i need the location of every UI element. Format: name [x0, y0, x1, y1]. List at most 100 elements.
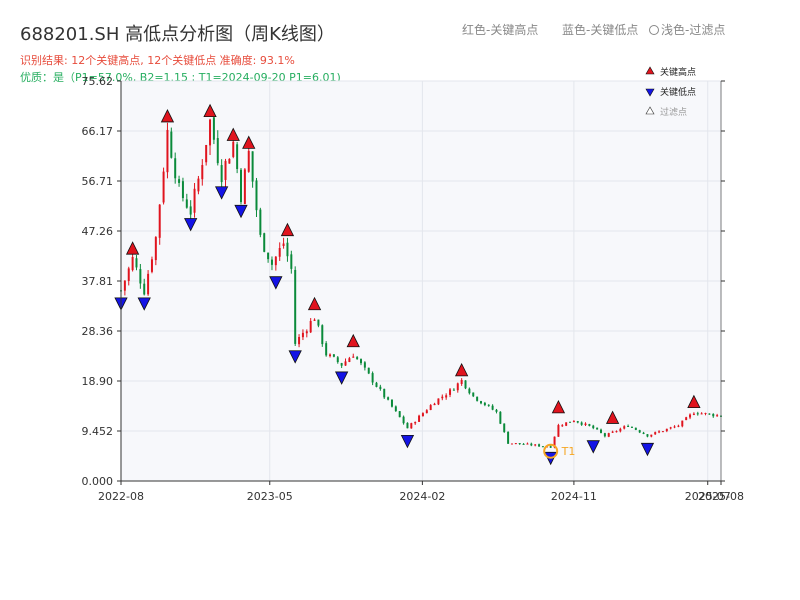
key-low-marker — [586, 440, 600, 454]
candle-body — [181, 181, 184, 199]
candle-body — [483, 402, 486, 406]
candle-body — [487, 404, 490, 406]
candle-body — [584, 423, 587, 426]
candle-body — [596, 427, 599, 430]
candle-body — [143, 283, 146, 295]
legend-high-icon — [645, 66, 655, 75]
candle-body — [410, 423, 413, 429]
candle-body — [406, 422, 409, 429]
candle-body — [402, 416, 405, 424]
candle-body — [514, 443, 517, 445]
candle-body — [661, 431, 664, 433]
markers-group: T1 — [114, 103, 701, 466]
candle-body — [472, 392, 475, 397]
candle-body — [549, 446, 552, 448]
candle-body — [615, 431, 618, 433]
t1-circle — [543, 443, 559, 459]
candle-body — [565, 422, 568, 426]
candle-body — [267, 252, 270, 260]
candle-body — [557, 425, 560, 437]
x-tick-label: 2022-08 — [98, 490, 144, 503]
candle-body — [360, 359, 362, 364]
candle-body — [623, 426, 626, 429]
hollow-circle-icon — [649, 25, 659, 35]
candle-body — [414, 422, 417, 424]
x-tick-label: 2025-07 — [685, 490, 731, 503]
candle-body — [712, 413, 715, 417]
key-high-marker — [687, 394, 701, 408]
y-tick-label: 18.90 — [82, 375, 114, 388]
candle-body — [352, 356, 355, 358]
candle-body — [530, 443, 533, 446]
candle-body — [356, 357, 359, 360]
candle-body — [561, 425, 564, 427]
candle-body — [522, 443, 525, 445]
key-high-marker — [346, 333, 360, 348]
y-tick-label: 56.71 — [82, 175, 114, 188]
legend-low-icon — [645, 88, 655, 97]
candle-body — [197, 178, 200, 192]
candle-body — [700, 413, 703, 415]
candle-body — [398, 411, 401, 418]
candle-body — [541, 446, 544, 448]
candle-body — [681, 420, 684, 427]
legend-filtered-icon — [645, 106, 655, 115]
candles-group — [120, 111, 722, 449]
legend-label: 关键高点 — [660, 66, 696, 78]
candle-body — [708, 413, 711, 415]
candle-body — [538, 444, 541, 447]
candle-body — [630, 426, 633, 428]
candle-body — [495, 409, 498, 412]
candle-body — [464, 380, 467, 389]
candle-body — [174, 158, 177, 179]
candle-body — [456, 383, 459, 391]
candle-body — [274, 256, 277, 266]
candle-body — [619, 428, 622, 432]
candle-body — [332, 354, 335, 357]
candle-body — [441, 396, 444, 399]
candle-body — [240, 169, 242, 203]
key-high-marker — [454, 362, 469, 377]
candle-body — [220, 165, 223, 183]
candle-body — [418, 415, 421, 422]
candle-body — [348, 358, 351, 363]
candle-body — [580, 422, 583, 425]
candle-body — [170, 131, 173, 158]
candle-body — [313, 319, 316, 321]
candle-body — [127, 268, 130, 281]
key-low-marker — [234, 204, 248, 219]
candle-body — [394, 406, 397, 412]
candle-body — [553, 436, 556, 448]
x-tick-label: 2024-02 — [399, 490, 445, 503]
candle-body — [286, 242, 289, 257]
candle-body — [603, 433, 606, 437]
candle-body — [379, 386, 382, 390]
candle-body — [507, 431, 510, 444]
candle-body — [665, 428, 668, 432]
candle-body — [627, 425, 630, 427]
x-tick-label: 2023-05 — [247, 490, 293, 503]
candle-body — [673, 426, 676, 428]
key-high-marker — [280, 222, 295, 237]
candle-body — [123, 280, 126, 291]
candle-body — [588, 424, 591, 426]
candle-body — [216, 138, 219, 164]
key-low-marker — [400, 434, 415, 449]
candle-body — [375, 382, 378, 387]
key-low-marker — [640, 442, 655, 457]
candle-body — [139, 269, 142, 284]
y-tick-label: 75.62 — [82, 75, 114, 88]
candle-body — [367, 367, 370, 374]
candle-body — [503, 423, 506, 432]
candle-body — [363, 362, 366, 368]
candle-body — [298, 337, 301, 345]
recognition-summary: 识别结果: 12个关键高点, 12个关键低点 准确度: 93.1% — [20, 54, 295, 67]
legend-light-text: 浅色-过滤点 — [661, 23, 726, 37]
candle-body — [317, 319, 320, 326]
candle-body — [421, 413, 424, 417]
candle-body — [228, 158, 231, 164]
t1-label: T1 — [561, 445, 576, 458]
candle-body — [224, 160, 227, 180]
candle-body — [185, 199, 188, 208]
candle-body — [576, 421, 579, 423]
